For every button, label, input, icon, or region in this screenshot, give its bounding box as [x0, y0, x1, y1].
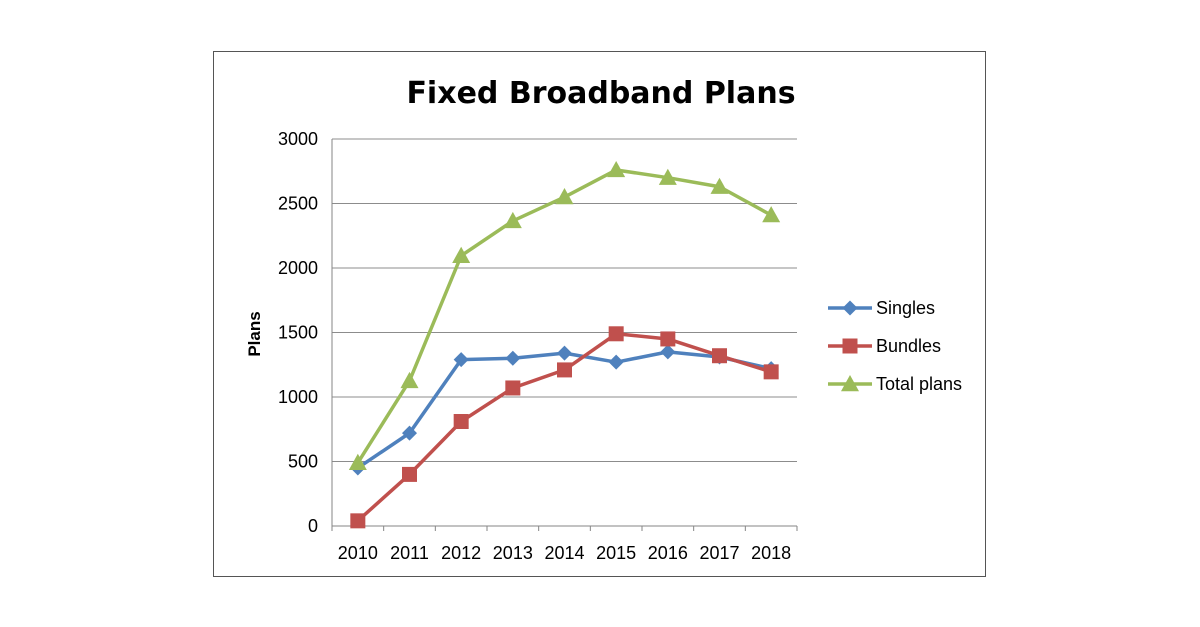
y-tick-labels: 0 500 1000 1500 2000 2500 3000 [278, 129, 318, 536]
x-tick-label: 2010 [338, 543, 378, 563]
legend-label: Total plans [876, 374, 962, 394]
data-point-total-plans [503, 211, 522, 229]
data-point-bundles [453, 414, 469, 430]
data-point-total-plans [452, 246, 471, 263]
legend-swatch-marker [841, 375, 859, 392]
legend-swatch-marker [842, 338, 858, 354]
data-point-bundles [712, 348, 727, 364]
data-point-total-plans [555, 188, 574, 205]
legend-item-bundles: Bundles [828, 336, 941, 356]
x-tick-label: 2014 [544, 543, 584, 563]
x-tick-label: 2017 [699, 543, 739, 563]
x-tick-label: 2016 [648, 543, 688, 563]
data-point-bundles [505, 380, 521, 396]
chart-svg: Fixed Broadband Plans 0 500 1000 1500 2000 25… [245, 76, 962, 563]
data-point-bundles [402, 466, 417, 482]
data-point-bundles [660, 331, 676, 347]
x-tick-label: 2012 [441, 543, 481, 563]
data-point-singles [505, 350, 521, 366]
y-tick-label: 2000 [278, 258, 318, 278]
y-tick-label: 2500 [278, 194, 318, 214]
data-point-singles [402, 425, 417, 441]
data-point-total-plans [762, 206, 781, 223]
legend-label: Singles [876, 298, 935, 318]
data-point-bundles [763, 364, 779, 380]
data-point-total-plans [658, 168, 677, 185]
data-point-total-plans [607, 160, 626, 178]
x-tick-label: 2018 [751, 543, 791, 563]
legend: Singles Bundles Total plans [828, 298, 962, 394]
data-point-bundles [557, 362, 572, 378]
series-lines [348, 160, 781, 529]
legend-swatch-marker [842, 300, 858, 316]
legend-label: Bundles [876, 336, 941, 356]
y-axis-label: Plans [245, 311, 264, 356]
legend-item-singles: Singles [828, 298, 935, 318]
data-point-total-plans [400, 371, 419, 389]
data-point-total-plans [710, 177, 729, 194]
y-tick-label: 0 [308, 516, 318, 536]
data-point-singles [608, 354, 624, 370]
y-tick-label: 1500 [278, 323, 318, 343]
data-point-total-plans [348, 453, 367, 470]
legend-item-total-plans: Total plans [828, 374, 962, 394]
series-bundles [350, 326, 779, 529]
data-point-singles [660, 344, 676, 360]
y-tick-label: 3000 [278, 129, 318, 149]
data-point-singles [453, 352, 469, 368]
data-point-bundles [608, 326, 624, 342]
x-tick-label: 2013 [493, 543, 533, 563]
chart-frame: Fixed Broadband Plans 0 500 1000 1500 2000 25… [213, 51, 986, 577]
x-tick-label: 2015 [596, 543, 636, 563]
series-line-bundles [356, 332, 772, 523]
series-total-plans [348, 160, 781, 470]
chart-title: Fixed Broadband Plans [406, 76, 795, 111]
data-point-singles [557, 345, 572, 361]
x-tick-labels: 2010 2011 2012 2013 2014 2015 2016 2017 2018 [338, 543, 791, 563]
data-point-bundles [350, 513, 366, 529]
y-tick-label: 500 [288, 452, 318, 472]
x-tick-label: 2011 [390, 543, 429, 563]
y-tick-label: 1000 [278, 387, 318, 407]
